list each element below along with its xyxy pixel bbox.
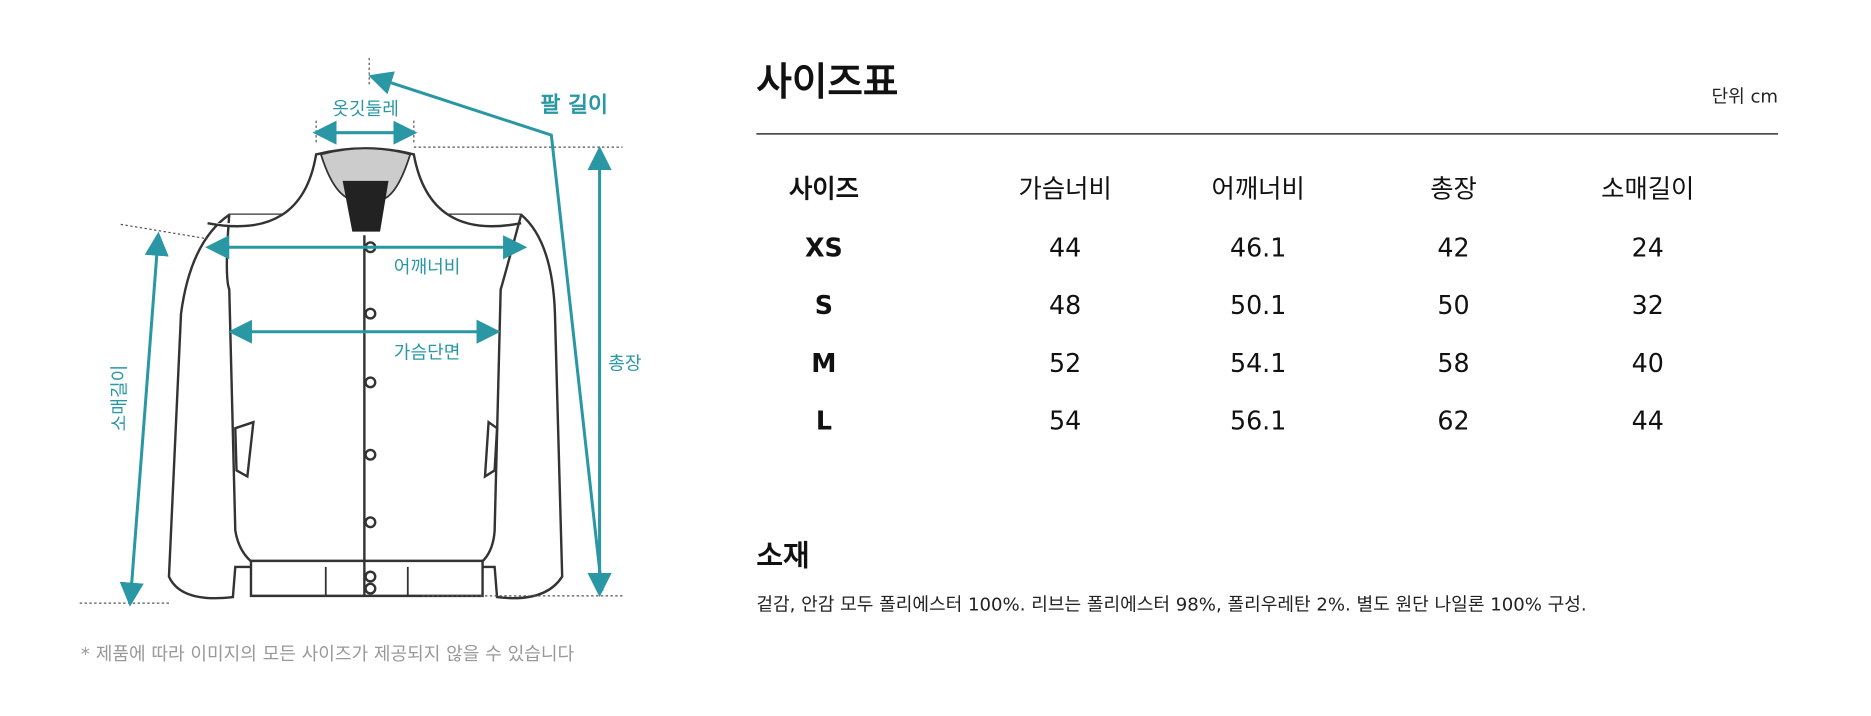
header-cell: 가슴너비 (1019, 174, 1112, 204)
table-title: 사이즈표 (756, 60, 898, 105)
jacket-drawing (167, 147, 564, 600)
measure-lines (79, 57, 623, 607)
value-cell: 50.1 (1230, 290, 1286, 320)
sleeve-label: 팔 길이 (541, 93, 608, 118)
size-table: 사이즈 가슴너비 어깨너비 총장 소매길이 XS 44 46.1 42 24 S 48 50.1 50 32… (789, 174, 1694, 436)
size-cell: XS (805, 233, 843, 263)
header-cell: 총장 (1430, 174, 1477, 204)
material-title: 소재 (756, 538, 809, 572)
collar-label: 옷깃둘레 (332, 99, 399, 120)
value-cell: 44 (1049, 233, 1081, 263)
sleeve-side-label: 소매길이 (110, 365, 131, 432)
material-text: 겉감, 안감 모두 폴리에스터 100%. 리브는 폴리에스터 98%, 폴리우… (756, 595, 1586, 616)
value-cell: 24 (1632, 233, 1664, 263)
value-cell: 54.1 (1230, 348, 1286, 378)
shoulder-label: 어깨너비 (394, 257, 461, 278)
unit: 단위 cm (1711, 87, 1778, 108)
header-cell: 소매길이 (1601, 174, 1694, 204)
value-cell: 42 (1437, 233, 1469, 263)
value-cell: 44 (1632, 405, 1664, 435)
size-cell: M (811, 348, 836, 378)
size-cell: L (816, 405, 832, 435)
note: * 제품에 따라 이미지의 모든 사이즈가 제공되지 않을 수 있습니다 (81, 644, 575, 665)
header-cell: 사이즈 (789, 174, 859, 204)
value-cell: 62 (1437, 405, 1469, 435)
value-cell: 40 (1632, 348, 1664, 378)
value-cell: 48 (1049, 290, 1081, 320)
value-cell: 32 (1632, 290, 1664, 320)
value-cell: 54 (1049, 405, 1081, 435)
length-label: 총장 (608, 353, 641, 374)
size-cell: S (815, 290, 833, 320)
value-cell: 58 (1437, 348, 1469, 378)
value-cell: 50 (1437, 290, 1469, 320)
value-cell: 56.1 (1230, 405, 1286, 435)
header-cell: 어깨너비 (1212, 174, 1305, 204)
value-cell: 46.1 (1230, 233, 1286, 263)
value-cell: 52 (1049, 348, 1081, 378)
chest-label: 가슴단면 (394, 342, 461, 363)
